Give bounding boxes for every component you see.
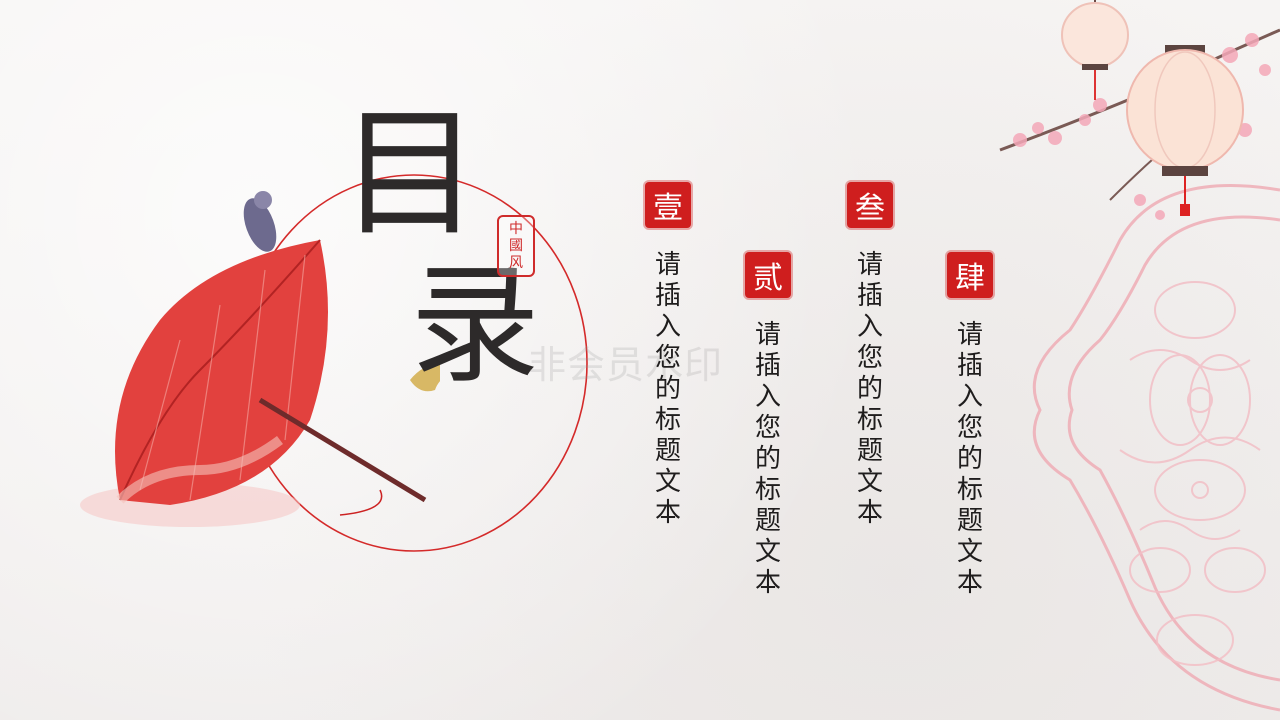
section-2-seal[interactable]: 贰 (745, 252, 791, 298)
seal-line-1: 中 (509, 220, 523, 237)
china-style-seal: 中 國 风 (497, 215, 535, 277)
section-4-seal[interactable]: 肆 (947, 252, 993, 298)
seal-line-3: 风 (509, 254, 523, 271)
seal-line-2: 國 (509, 237, 523, 254)
section-2-title[interactable]: 请插入您的标题文本 (754, 320, 781, 598)
watermark: 非会员水印 (528, 343, 724, 387)
umbrella-illustration (80, 191, 440, 527)
title-char-lu: 录 (410, 249, 541, 401)
section-3-title[interactable]: 请插入您的标题文本 (856, 250, 883, 528)
title-char-mu: 目 (340, 93, 481, 256)
section-1-seal[interactable]: 壹 (645, 182, 691, 228)
lattice-window-decoration (1032, 184, 1280, 712)
lantern-blossom-decoration (999, 0, 1280, 220)
section-1-title[interactable]: 请插入您的标题文本 (654, 250, 681, 528)
section-3-seal[interactable]: 叁 (847, 182, 893, 228)
section-4-title[interactable]: 请插入您的标题文本 (956, 320, 983, 598)
